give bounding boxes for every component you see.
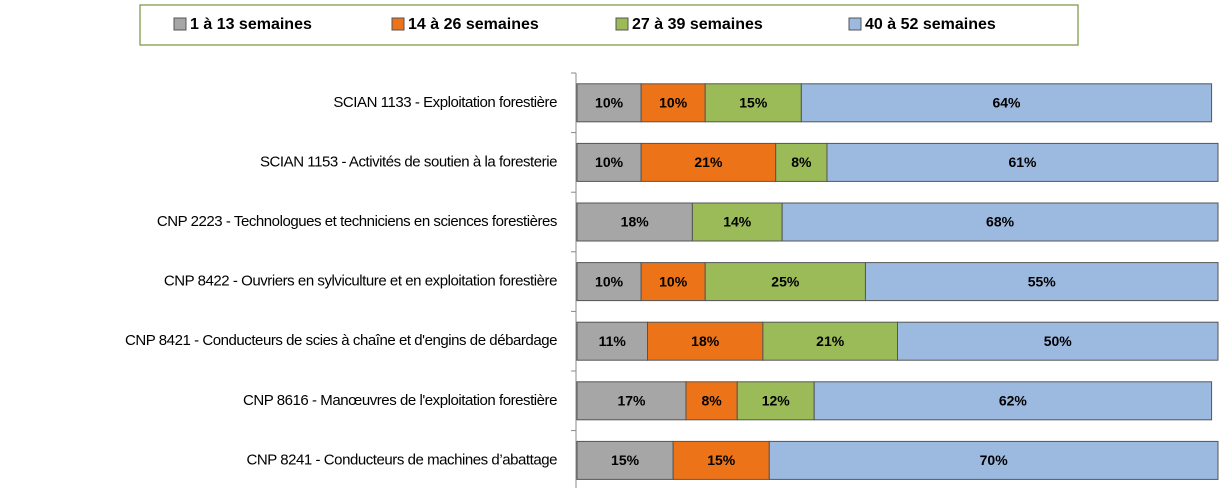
legend-swatch [391,17,405,31]
bar-segment [800,83,1213,123]
data-label: 10% [659,95,688,111]
data-label: 62% [999,393,1028,409]
data-label: 68% [986,214,1015,230]
data-label: 11% [599,333,627,349]
data-label: 8% [791,154,812,170]
category-label: CNP 8422 - Ouvriers en sylviculture et e… [164,273,557,290]
legend-label: 1 à 13 semaines [190,16,312,33]
data-label: 17% [617,393,646,409]
data-label: 18% [621,214,650,230]
data-label: 8% [701,393,722,409]
category-label: CNP 2223 - Technologues et techniciens e… [157,213,557,230]
category-label: CNP 8616 - Manœuvres de l'exploitation f… [243,392,557,409]
bar-segment [897,321,1219,361]
data-label: 12% [762,393,791,409]
legend-swatch [848,17,862,31]
data-label: 61% [1008,154,1037,170]
data-label: 25% [771,273,800,289]
data-label: 10% [595,154,624,170]
legend-box [139,4,1079,46]
category-label: CNP 8421 - Conducteurs de scies à chaîne… [125,332,557,349]
legend-swatch [173,17,187,31]
bar-segment [813,381,1213,421]
bar-segment [768,440,1219,480]
data-label: 50% [1044,333,1073,349]
bar-segment [736,381,815,421]
legend-label: 14 à 26 semaines [408,16,539,33]
bar-segment [691,202,783,242]
bar-segment [704,262,866,302]
bar-segment [864,262,1219,302]
data-label: 64% [992,95,1021,111]
bar-segment [647,321,764,361]
bar-segment [576,142,642,182]
bar-segment [775,142,828,182]
data-label: 21% [816,333,845,349]
data-label: 10% [595,95,624,111]
bar-segment [672,440,770,480]
bar-segment [826,142,1219,182]
category-label: SCIAN 1153 - Activités de soutien à la f… [260,153,557,170]
bar-segment [685,381,738,421]
bar-segment [576,440,674,480]
data-label: 21% [694,154,723,170]
bar-segment [640,83,706,123]
bar-segment [576,262,642,302]
bar-segment [704,83,802,123]
legend-swatch [615,17,629,31]
legend-label: 40 à 52 semaines [865,16,996,33]
data-label: 15% [739,95,768,111]
data-label: 10% [595,273,624,289]
data-label: 70% [980,452,1009,468]
bar-segment [576,321,649,361]
bar-segment [576,202,693,242]
bar-segment [576,381,687,421]
data-label: 18% [691,333,720,349]
category-label: SCIAN 1133 - Exploitation forestière [333,94,557,111]
data-label: 55% [1028,273,1057,289]
data-label: 10% [659,273,688,289]
bar-segment [576,83,642,123]
bar-segment [781,202,1219,242]
legend-label: 27 à 39 semaines [632,16,763,33]
data-label: 15% [611,452,640,468]
data-label: 14% [723,214,752,230]
data-label: 15% [707,452,736,468]
category-label: CNP 8241 - Conducteurs de machines d’aba… [246,451,557,468]
